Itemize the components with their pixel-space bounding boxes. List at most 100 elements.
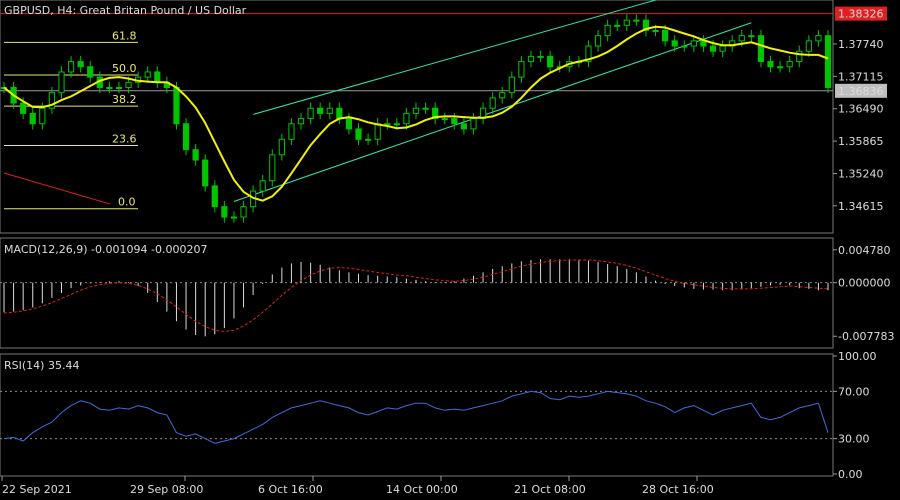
candle-body (39, 107, 46, 125)
price-tick-label: 1.37115 (838, 70, 884, 83)
candle-body (269, 154, 276, 182)
candle-body (662, 29, 669, 42)
candle-body (719, 45, 726, 52)
candle-body (738, 35, 745, 42)
candle-body (288, 123, 295, 140)
candle-body (422, 107, 429, 110)
candle-body (499, 92, 506, 99)
red-trendline (3, 172, 111, 205)
price-tick-label: 1.36490 (838, 103, 884, 116)
macd-tick-label: 0.000000 (838, 277, 891, 290)
candle-body (460, 123, 468, 130)
candle-body (623, 19, 630, 26)
candle-body (336, 107, 343, 120)
price-tick-label: 1.37740 (838, 38, 884, 51)
candle-body (48, 92, 56, 109)
time-axis: 22 Sep 2021 29 Sep 08:00 6 Oct 16:00 14 Oct… (0, 475, 833, 496)
candle-body (508, 76, 515, 94)
candle-body (451, 118, 458, 125)
candle-body (221, 206, 228, 218)
rsi-axis: 100.00 70.00 30.00 0.00 (833, 350, 877, 481)
candle-body (278, 138, 285, 156)
macd-histogram (0, 259, 833, 337)
time-tick-label: 29 Sep 08:00 (130, 483, 203, 496)
candle-body (125, 81, 132, 88)
candle-body (29, 112, 36, 125)
candle-body (87, 66, 94, 78)
candle-body (20, 102, 27, 114)
candle-body (547, 55, 554, 68)
resistance-price-label: 1.38326 (838, 8, 884, 21)
candle-body (144, 71, 151, 78)
candle-body (748, 35, 755, 38)
candle-body (709, 45, 717, 52)
candle-body (824, 35, 832, 88)
rsi-panel-border (0, 353, 834, 477)
candle-body (345, 118, 353, 130)
candle-body (642, 19, 650, 31)
macd-tick-label: 0.004780 (838, 244, 891, 257)
candle-body (259, 180, 266, 192)
fib-level-label: 38.2 (112, 93, 137, 106)
candle-body (326, 107, 333, 114)
candle-body (77, 61, 84, 68)
last-price-badge (835, 83, 887, 98)
candle-body (202, 159, 209, 187)
candle-body (594, 35, 602, 47)
price-panel: 61.8 50.0 38.2 23.6 0.0 GBPUSD, H4: Great Br… (0, 0, 834, 234)
candle-body (796, 50, 803, 63)
rsi-level-lines (0, 390, 833, 440)
candle-body (106, 86, 113, 89)
candle-body (805, 40, 812, 52)
candle-body (240, 206, 247, 218)
rsi-tick-label: 0.00 (838, 468, 863, 481)
rsi-tick-label: 70.00 (838, 385, 870, 398)
candle-body (681, 45, 688, 48)
macd-panel-border (0, 237, 834, 349)
rsi-line (3, 390, 829, 444)
macd-title: MACD(12,26,9) -0.001094 -0.000207 (4, 243, 207, 256)
candle-body (470, 118, 477, 130)
candle-body (58, 71, 65, 94)
resistance-price-badge (835, 6, 887, 21)
rsi-title: RSI(14) 35.44 (4, 359, 79, 372)
macd-tick-label: -0.007783 (838, 330, 894, 343)
time-tick-label: 22 Sep 2021 (2, 483, 72, 496)
time-tick-label: 6 Oct 16:00 (258, 483, 323, 496)
fib-level-label: 61.8 (112, 29, 137, 42)
candle-body (604, 24, 611, 37)
symbol-title: GBPUSD, H4: Great Britan Pound / US Doll… (4, 4, 247, 17)
candle-body (393, 123, 400, 126)
candle-body (757, 35, 765, 63)
candle-body (527, 55, 535, 63)
rsi-panel: RSI(14) 35.44 (0, 353, 834, 477)
candle-body (614, 24, 621, 27)
candle-body (317, 107, 324, 114)
price-horizontal-lines (0, 13, 833, 92)
candle-body (403, 112, 410, 125)
candle-body (364, 138, 372, 141)
macd-signal-line (3, 259, 829, 333)
candle-body (537, 55, 544, 58)
candle-body (633, 19, 640, 22)
fib-level-label: 23.6 (112, 133, 137, 146)
candle-body (211, 185, 218, 208)
price-axis: 1.34615 1.35240 1.35865 1.36490 1.37115 1.377… (833, 6, 887, 213)
candle-body (297, 118, 305, 125)
candle-body (307, 107, 314, 120)
price-tick-label: 1.34615 (838, 200, 884, 213)
rsi-tick-label: 30.00 (838, 433, 870, 446)
candle-body (786, 61, 793, 68)
candle-body (374, 123, 381, 140)
candle-body (767, 61, 774, 68)
candle-body (776, 66, 784, 69)
candle-body (182, 123, 190, 151)
time-tick-label: 28 Oct 16:00 (642, 483, 714, 496)
fib-level-label: 50.0 (112, 62, 137, 75)
candle-body (412, 107, 420, 114)
candle-body (815, 35, 822, 42)
price-tick-label: 1.35865 (838, 135, 884, 148)
last-price-label: 1.36836 (838, 85, 884, 98)
